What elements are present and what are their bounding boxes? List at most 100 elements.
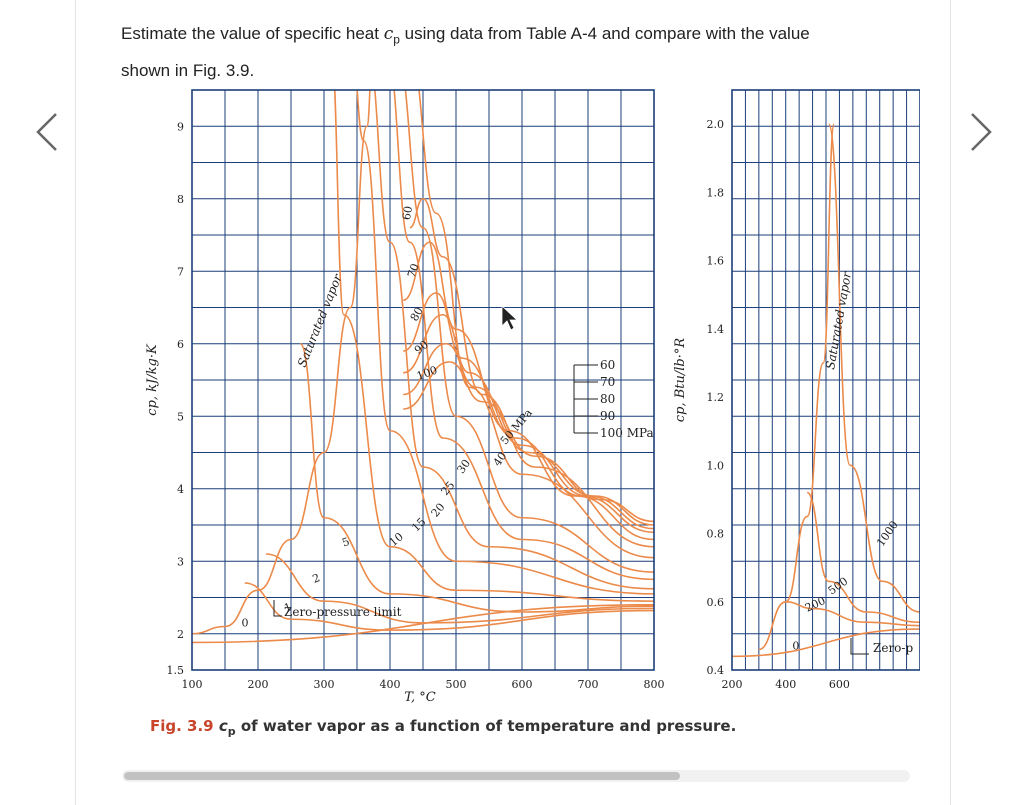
- question-line1-start: Estimate the value of specific heat: [121, 24, 384, 43]
- si-legend: 60 70 80 90 100 MPa: [573, 358, 654, 440]
- x-tick-label: 600: [829, 678, 850, 691]
- si-grid: [192, 90, 654, 670]
- figure-caption: Fig. 3.9 cp of water vapor as a function…: [150, 717, 736, 738]
- y-tick-label: 1.4: [707, 323, 725, 336]
- isobar-curve-4: [333, 90, 654, 602]
- isobar-curve-7: [393, 90, 654, 581]
- y-tick-label: 0.4: [707, 664, 725, 677]
- y-tick-label: 7: [177, 265, 184, 278]
- x-tick-label: 400: [380, 678, 401, 691]
- mouse-cursor-icon: [501, 305, 519, 331]
- isobar-curve-9: [418, 90, 654, 559]
- isobar-label: 80: [408, 305, 426, 324]
- y-tick-label: 2.0: [707, 118, 725, 131]
- x-tick-label: 500: [446, 678, 467, 691]
- isobar-curve-1: [244, 582, 654, 631]
- legend-item: 70: [600, 375, 615, 389]
- english-isobar-curves: [732, 123, 920, 658]
- y-tick-label: 6: [177, 338, 184, 351]
- next-arrow-icon[interactable]: [962, 110, 998, 154]
- y-tick-label: 5: [177, 410, 184, 423]
- x-tick-label: 200: [722, 678, 743, 691]
- question-line1-end: using data from Table A-4 and compare wi…: [399, 24, 810, 43]
- x-tick-label: 400: [775, 678, 796, 691]
- isobar-label: 20: [429, 501, 448, 520]
- previous-arrow-icon[interactable]: [30, 110, 66, 154]
- isobar-curve-2: [265, 553, 654, 624]
- english-y-tick-labels: 0.4 0.6 0.8 1.0 1.2 1.4 1.6 1.8 2.0: [707, 118, 725, 677]
- english-zero-pressure-label: Zero-p: [873, 641, 913, 655]
- y-tick-label: 1.2: [707, 391, 725, 404]
- isobar-curve-0: [732, 628, 920, 658]
- isobar-label: 5: [340, 535, 351, 550]
- isobar-curve-14: [403, 342, 654, 526]
- si-x-axis-label: T, °C: [404, 690, 436, 705]
- y-tick-label: 3: [177, 555, 184, 568]
- y-tick-label: 2: [177, 628, 184, 641]
- isobar-curve-15: [403, 361, 654, 523]
- y-tick-label: 0.6: [707, 596, 725, 609]
- si-zero-pressure-label: Zero-pressure limit: [284, 605, 402, 619]
- cp-symbol: c: [383, 24, 394, 44]
- y-tick-label: 1.5: [167, 664, 185, 677]
- caption-cp-symbol: c: [218, 717, 228, 735]
- si-isobar-curves: [192, 90, 654, 644]
- isobar-curve-16: [192, 90, 371, 635]
- legend-item: 60: [600, 358, 615, 372]
- horizontal-scrollbar[interactable]: [122, 770, 910, 782]
- si-y-axis-label: cp, kJ/kg·K: [145, 343, 160, 416]
- cp-subscript: p: [393, 32, 400, 47]
- english-plot-frame: [731, 89, 920, 671]
- isobar-curve-12: [402, 292, 654, 534]
- y-tick-label: 0.8: [707, 528, 725, 541]
- isobar-curve-3: [827, 123, 920, 613]
- isobar-label: 25: [438, 479, 457, 498]
- isobar-label: 1: [282, 600, 293, 615]
- english-y-axis-label: cp, Btu/lb·°R: [673, 338, 688, 423]
- si-chart: 1.5 2 3 4 5 6 7 8 9 100 200 300 400 500 600 700 800 0 1 2…: [145, 89, 665, 705]
- x-tick-label: 200: [248, 678, 269, 691]
- isobar-label: 1000: [874, 519, 901, 549]
- caption-cp-subscript: p: [227, 725, 236, 738]
- isobar-label: 70: [405, 262, 422, 280]
- isobar-curve-11: [402, 241, 654, 541]
- x-tick-label: 800: [644, 678, 665, 691]
- si-plot-frame: [191, 89, 655, 671]
- x-tick-label: 600: [512, 678, 533, 691]
- isobar-curve-5: [356, 90, 654, 595]
- isobar-curve-8: [404, 90, 654, 573]
- isobar-label: 2: [311, 571, 322, 586]
- caption-text: of water vapor as a function of temperat…: [235, 717, 737, 735]
- scrollbar-thumb[interactable]: [124, 772, 680, 780]
- isobar-label: 15: [409, 515, 428, 534]
- isobar-curve-4: [758, 123, 835, 651]
- isobar-label: 60: [400, 205, 415, 221]
- isobar-curve-1: [785, 600, 920, 627]
- x-tick-label: 700: [578, 678, 599, 691]
- english-chart: 0.4 0.6 0.8 1.0 1.2 1.4 1.6 1.8 2.0 200 400 600 0 2…: [673, 89, 920, 691]
- isobar-curve-2: [806, 491, 920, 624]
- isobar-label: 0: [792, 640, 799, 653]
- y-tick-label: 8: [177, 193, 184, 206]
- si-saturated-vapor-label: Saturated vapor: [295, 271, 345, 369]
- isobar-label: 0: [242, 617, 249, 630]
- figure-number: Fig. 3.9: [150, 717, 214, 735]
- question-line2: shown in Fig. 3.9.: [121, 61, 255, 81]
- si-zero-pressure-leader: [273, 600, 282, 617]
- legend-item: 100 MPa: [600, 426, 654, 440]
- legend-item: 90: [600, 409, 615, 423]
- y-tick-label: 4: [177, 483, 184, 496]
- legend-item: 80: [600, 392, 615, 406]
- isobar-curve-3: [299, 342, 654, 613]
- y-tick-label: 1.6: [707, 255, 725, 268]
- y-tick-label: 9: [177, 120, 184, 133]
- english-x-tick-labels: 200 400 600: [722, 678, 850, 691]
- question-text: Estimate the value of specific heat cp u…: [121, 18, 901, 86]
- isobar-curve-6: [374, 90, 654, 590]
- x-tick-label: 300: [314, 678, 335, 691]
- content-card: [75, 0, 951, 805]
- si-y-tick-labels: 1.5 2 3 4 5 6 7 8 9: [167, 120, 185, 677]
- si-x-tick-labels: 100 200 300 400 500 600 700 800: [182, 678, 665, 691]
